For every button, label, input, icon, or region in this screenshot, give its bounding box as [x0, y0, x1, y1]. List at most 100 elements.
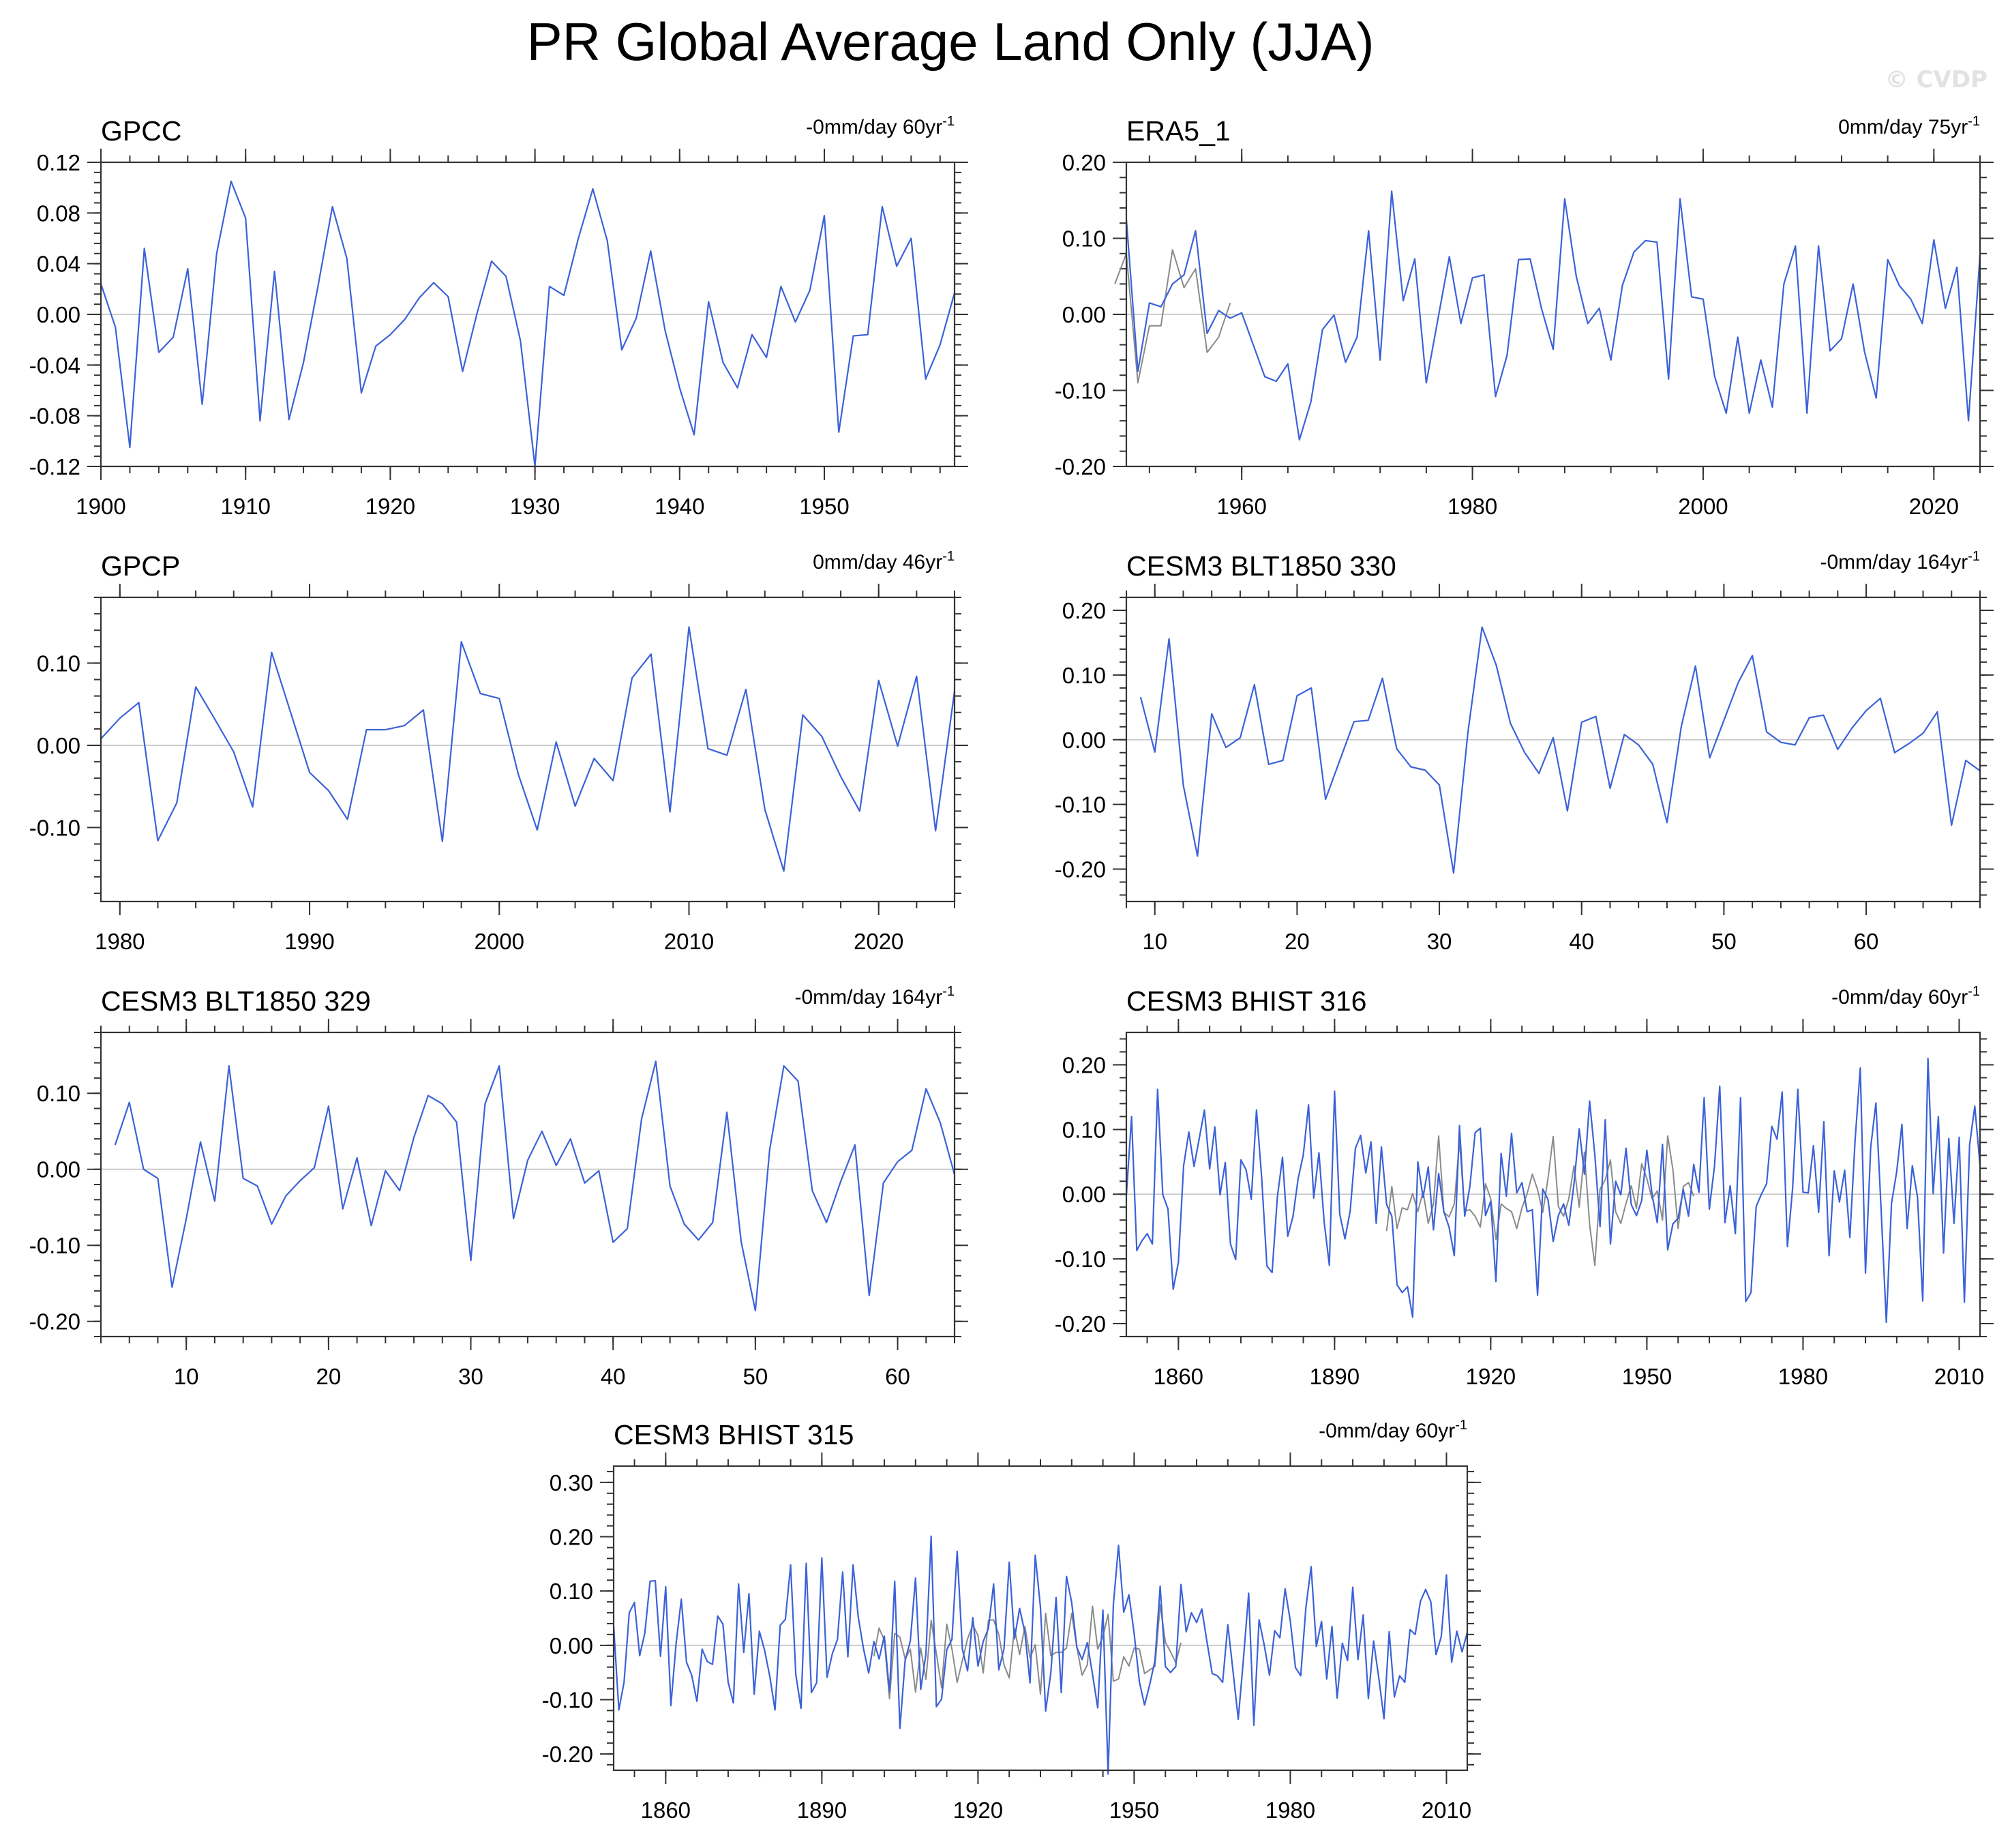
- secondary-series-line: [1114, 249, 1231, 384]
- x-tick-label: 1990: [284, 929, 334, 954]
- x-tick-label: 1950: [1622, 1364, 1672, 1389]
- x-tick-label: 1910: [220, 494, 270, 519]
- trend-exponent: -1: [942, 984, 955, 999]
- x-tick-label: 60: [1854, 929, 1879, 954]
- panel-cesm3-bhist-316: CESM3 BHIST 316 -0mm/day 60yr-1 -0.20 -0.10…: [1055, 984, 1994, 1389]
- x-tick-label: 1920: [365, 494, 415, 519]
- y-tick-label: 0.20: [1062, 598, 1106, 623]
- y-tick-label: 0.00: [1062, 302, 1106, 327]
- x-tick-label: 2000: [475, 929, 524, 954]
- series-line: [100, 626, 956, 872]
- panel-cesm3-blt1850-330: CESM3 BLT1850 330 -0mm/day 164yr-1 -0.20 -0…: [1055, 549, 1994, 954]
- panel-gpcp: GPCP 0mm/day 46yr-1 -0.10 0.00 0.10 1980 1990 2…: [29, 549, 968, 954]
- x-tick-label: 1890: [1310, 1364, 1360, 1389]
- panel-cesm3-bhist-315: CESM3 BHIST 315 -0mm/day 60yr-1 -0.20 -0.10…: [542, 1418, 1481, 1823]
- plot-frame: [612, 1465, 1469, 1772]
- x-tick-label: 2010: [1422, 1798, 1471, 1823]
- x-tick-label: 1860: [1154, 1364, 1203, 1389]
- x-tick-label: 50: [1711, 929, 1737, 954]
- x-tick-label: 1950: [1109, 1798, 1159, 1823]
- y-tick-label: -0.10: [542, 1687, 593, 1712]
- panel-title: CESM3 BHIST 315: [614, 1419, 854, 1450]
- series-line: [1139, 626, 1981, 874]
- x-tick-label: 2000: [1678, 494, 1728, 519]
- x-tick-label: 1980: [95, 929, 145, 954]
- plot-frame: [100, 161, 956, 468]
- series-line: [1125, 190, 1981, 441]
- y-tick-label: 0.00: [550, 1633, 593, 1658]
- x-tick-label: 40: [1569, 929, 1594, 954]
- x-tick-label: 1980: [1448, 494, 1497, 519]
- y-tick-label: -0.10: [1055, 792, 1106, 818]
- series-line: [1125, 1057, 1981, 1324]
- trend-exponent: -1: [1968, 984, 1980, 999]
- panel-title: CESM3 BLT1850 330: [1126, 550, 1396, 582]
- trend-label: -0mm/day 60yr-1: [1319, 1418, 1467, 1442]
- trend-exponent: -1: [1968, 549, 1980, 564]
- secondary-series-line: [1385, 1135, 1695, 1266]
- x-tick-label: 2010: [1934, 1364, 1984, 1389]
- y-tick-label: -0.20: [1055, 454, 1106, 479]
- trend-label: 0mm/day 46yr-1: [813, 549, 955, 573]
- panel-gpcc: GPCC -0mm/day 60yr-1 -0.12 -0.08 -0.04 0.00 0.…: [29, 114, 968, 519]
- panel-title: GPCP: [101, 550, 180, 582]
- x-tick-label: 1950: [799, 494, 849, 519]
- x-tick-label: 1860: [641, 1798, 691, 1823]
- plot-frame: [100, 596, 956, 903]
- panel-title: CESM3 BLT1850 329: [101, 985, 371, 1017]
- x-tick-label: 1980: [1265, 1798, 1315, 1823]
- y-tick-label: -0.08: [29, 404, 80, 429]
- plot-frame: [1125, 1031, 1981, 1338]
- trend-label: -0mm/day 60yr-1: [806, 114, 955, 138]
- trend-exponent: -1: [942, 549, 955, 564]
- y-tick-label: -0.10: [29, 1233, 80, 1258]
- x-tick-label: 30: [1427, 929, 1452, 954]
- y-tick-label: 0.30: [550, 1470, 593, 1495]
- y-tick-label: 0.00: [37, 302, 80, 327]
- watermark: © CVDP: [1885, 66, 1987, 93]
- y-tick-label: -0.10: [1055, 378, 1106, 404]
- x-tick-label: 10: [1142, 929, 1167, 954]
- series-line: [114, 1060, 956, 1312]
- x-tick-label: 10: [174, 1364, 199, 1389]
- y-tick-label: -0.10: [29, 816, 80, 841]
- trend-label: -0mm/day 164yr-1: [1820, 549, 1980, 573]
- x-tick-label: 30: [458, 1364, 483, 1389]
- series-line: [100, 180, 956, 468]
- x-tick-label: 20: [1285, 929, 1310, 954]
- y-tick-label: 0.10: [1062, 663, 1106, 688]
- x-tick-label: 50: [743, 1364, 768, 1389]
- y-tick-label: 0.10: [1062, 226, 1106, 252]
- x-tick-label: 2020: [1909, 494, 1959, 519]
- y-tick-label: 0.12: [37, 150, 80, 175]
- trend-exponent: -1: [942, 114, 955, 129]
- y-tick-label: 0.20: [1062, 150, 1106, 175]
- y-tick-label: -0.10: [1055, 1247, 1106, 1272]
- x-tick-label: 60: [885, 1364, 910, 1389]
- trend-label: -0mm/day 164yr-1: [794, 984, 955, 1009]
- y-tick-label: -0.20: [29, 1309, 80, 1335]
- y-tick-label: 0.00: [1062, 1182, 1106, 1207]
- x-tick-label: 1930: [510, 494, 560, 519]
- plot-frame: [1125, 161, 1981, 468]
- y-tick-label: -0.04: [29, 353, 80, 378]
- trend-exponent: -1: [1455, 1418, 1467, 1433]
- y-tick-label: 0.10: [37, 1081, 80, 1106]
- x-tick-label: 1920: [953, 1798, 1003, 1823]
- y-tick-label: 0.10: [550, 1579, 593, 1604]
- x-tick-label: 1920: [1466, 1364, 1516, 1389]
- y-tick-label: -0.20: [1055, 1311, 1106, 1337]
- y-tick-label: -0.20: [1055, 857, 1106, 882]
- series-line: [612, 1535, 1469, 1775]
- y-tick-label: -0.20: [542, 1742, 593, 1767]
- y-tick-label: 0.20: [550, 1525, 593, 1550]
- trend-exponent: -1: [1968, 114, 1980, 129]
- x-tick-label: 2020: [854, 929, 903, 954]
- figure-title: PR Global Average Land Only (JJA): [527, 12, 1375, 72]
- panel-era5-1: ERA5_1 0mm/day 75yr-1 -0.20 -0.10 0.00 0.10 0.…: [1055, 114, 1994, 519]
- x-tick-label: 2010: [664, 929, 714, 954]
- y-tick-label: 0.08: [37, 200, 80, 226]
- y-tick-label: 0.00: [37, 733, 80, 758]
- trend-label: -0mm/day 60yr-1: [1831, 984, 1980, 1009]
